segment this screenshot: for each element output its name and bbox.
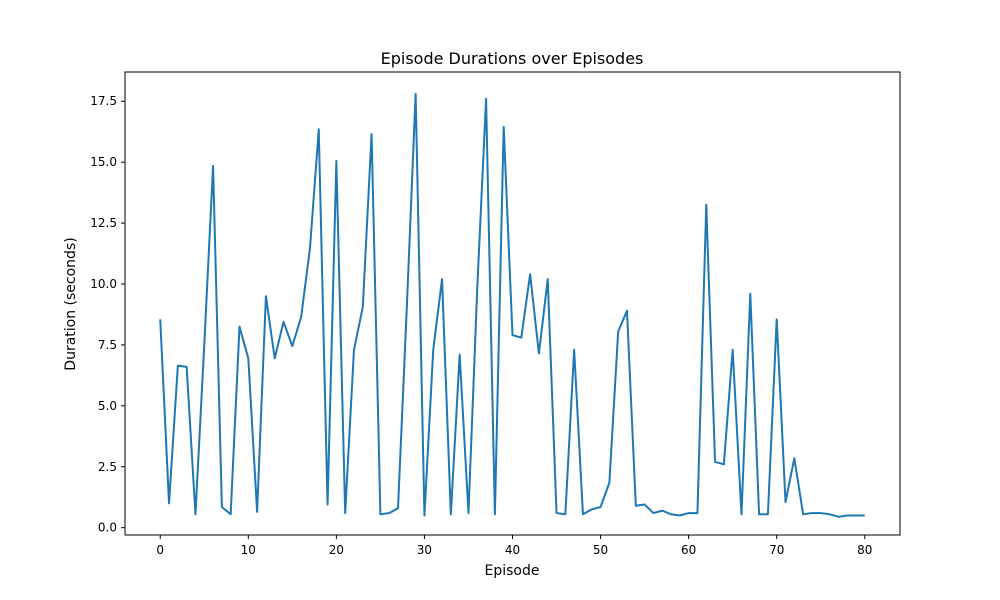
y-tick-label: 2.5 — [98, 460, 117, 474]
x-tick-label: 70 — [769, 543, 784, 557]
x-tick-label: 0 — [156, 543, 164, 557]
x-tick-label: 50 — [593, 543, 608, 557]
x-tick-label: 10 — [241, 543, 256, 557]
y-tick-label: 5.0 — [98, 399, 117, 413]
chart-title: Episode Durations over Episodes — [381, 49, 644, 68]
y-axis-ticks: 0.0 2.5 5.0 7.5 10.0 12.5 15.0 17.5 — [90, 94, 125, 535]
x-tick-label: 60 — [681, 543, 696, 557]
x-tick-label: 30 — [417, 543, 432, 557]
x-tick-label: 80 — [857, 543, 872, 557]
x-axis-label: Episode — [485, 563, 540, 579]
plot-area — [159, 92, 865, 518]
x-tick-label: 40 — [505, 543, 520, 557]
x-axis-ticks: 0 10 20 30 40 50 60 70 80 — [156, 535, 872, 557]
series-line — [159, 92, 865, 518]
y-tick-label: 15.0 — [90, 155, 117, 169]
y-tick-label: 12.5 — [90, 216, 117, 230]
x-tick-label: 20 — [329, 543, 344, 557]
y-tick-label: 7.5 — [98, 338, 117, 352]
y-tick-label: 10.0 — [90, 277, 117, 291]
y-tick-label: 0.0 — [98, 521, 117, 535]
plot-frame — [124, 71, 901, 536]
y-axis-label: Duration (seconds) — [63, 237, 79, 370]
y-tick-label: 17.5 — [90, 94, 117, 108]
